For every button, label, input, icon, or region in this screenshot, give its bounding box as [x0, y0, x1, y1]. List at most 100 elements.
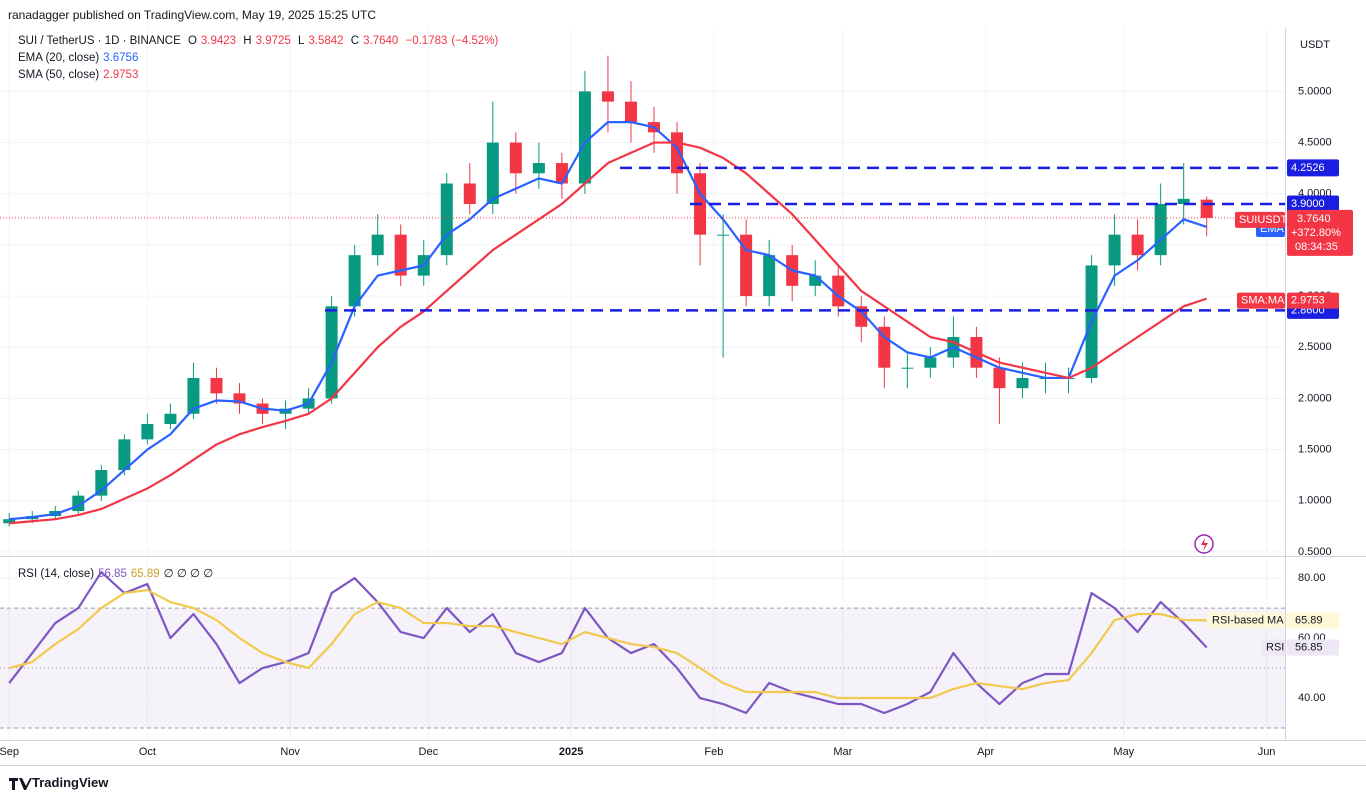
change: −0.1783	[405, 35, 448, 47]
candle-body	[578, 91, 591, 184]
candle-body	[210, 377, 223, 394]
candle-body	[486, 142, 499, 204]
candle-body	[141, 424, 154, 440]
c-value: 3.7640	[363, 35, 399, 47]
candle-body	[717, 234, 730, 236]
rsi-name-bg	[1262, 639, 1285, 656]
flash-icon-bolt	[1201, 538, 1208, 551]
rsi-ma-value: 65.89	[1295, 614, 1323, 626]
candle-body	[1131, 234, 1144, 256]
rsi-extra: ∅ ∅ ∅ ∅	[163, 568, 214, 580]
candle-body	[348, 255, 361, 307]
rsi-ma-value: 65.89	[130, 568, 160, 580]
x-tick-label: Nov	[280, 746, 300, 758]
candle-body	[509, 142, 522, 174]
candle-body	[118, 439, 131, 471]
l-label: L	[298, 35, 305, 47]
l-value: 3.5842	[308, 35, 344, 47]
candle-body	[1154, 203, 1167, 256]
y-tick-label: 4.5000	[1298, 136, 1332, 148]
candle-body	[763, 255, 776, 297]
candle-body	[993, 367, 1006, 389]
series-line	[9, 141, 1208, 525]
x-tick-label: May	[1113, 746, 1134, 758]
rsi-value-tag: 56.85	[1295, 641, 1323, 653]
candle-body	[394, 234, 407, 276]
x-tick-label: Mar	[833, 746, 852, 758]
candle-body	[164, 413, 177, 425]
candle-body	[1177, 198, 1190, 204]
ema-name: EMA (20, close)	[18, 52, 100, 64]
candle-body	[924, 357, 937, 368]
sma-value-tag: 2.9753	[1291, 295, 1325, 307]
publisher: ranadagger published on TradingView.com,…	[8, 8, 377, 22]
candle-body	[463, 183, 476, 204]
sma-name-tag: SMA:MA	[1241, 295, 1285, 307]
candle-body	[1200, 199, 1213, 218]
rsi-title: RSI (14, close)	[18, 568, 95, 580]
price-tag-bg	[1287, 209, 1353, 256]
candle-body	[555, 163, 568, 184]
candle-body	[233, 393, 246, 404]
y-tick-label: 2.5000	[1298, 341, 1332, 353]
series-line	[9, 121, 1208, 521]
x-tick-label: Sep	[0, 746, 19, 758]
candle-body	[440, 183, 453, 256]
c-label: C	[350, 35, 360, 47]
level-tag-bg	[1287, 159, 1339, 177]
y-tick-label: 80.00	[1298, 572, 1326, 584]
y-tick-label: 0.5000	[1298, 546, 1332, 558]
symbol-title: SUI / TetherUS · 1D · BINANCE	[18, 35, 181, 47]
candle-body	[901, 367, 914, 369]
candle-body	[1108, 234, 1121, 266]
candle-body	[601, 91, 614, 102]
x-tick-label: Oct	[139, 746, 156, 758]
flash-icon-ring	[1194, 534, 1214, 554]
candle-body	[325, 306, 338, 399]
y-tick-label: 40.00	[1298, 692, 1326, 704]
rsi-legend: RSI (14, close) 56.85 65.89 ∅ ∅ ∅ ∅	[18, 566, 217, 580]
rsi-ma-name: RSI-based MA	[1212, 614, 1284, 626]
ema-value: 3.6756	[103, 52, 139, 64]
sma-value: 2.9753	[103, 69, 139, 81]
candle-body	[1016, 377, 1029, 389]
currency-label: USDT	[1300, 39, 1330, 51]
candle-body	[187, 377, 200, 414]
candle-body	[532, 163, 545, 174]
x-tick-label: Jun	[1258, 746, 1276, 758]
rsi-ma-value-bg	[1287, 612, 1339, 629]
y-tick-label: 2.0000	[1298, 392, 1332, 404]
candle-body	[809, 275, 822, 286]
brand: TradingView	[32, 775, 109, 790]
price-tag-countdown: 08:34:35	[1295, 241, 1338, 253]
price-tag-value: 3.7640	[1297, 213, 1331, 225]
flash-icon	[1194, 534, 1214, 554]
candle-body	[371, 234, 384, 256]
change-pct: (−4.52%)	[451, 35, 499, 47]
rsi-value: 56.85	[98, 568, 127, 580]
y-tick-label: 1.0000	[1298, 495, 1332, 507]
y-tick-label: 1.5000	[1298, 443, 1332, 455]
series-line	[8, 588, 1207, 700]
x-tick-label: Dec	[419, 746, 439, 758]
level-tag-bg	[1287, 195, 1339, 213]
candle-body	[878, 326, 891, 368]
rsi-value-bg	[1287, 639, 1339, 656]
candle-body	[3, 519, 16, 524]
h-label: H	[243, 35, 252, 47]
sma-value-tag-bg	[1287, 292, 1339, 309]
o-value: 3.9423	[200, 35, 237, 47]
level-tag: 3.9000	[1291, 198, 1325, 210]
x-tick-label: 2025	[559, 746, 583, 758]
rsi-name: RSI	[1266, 641, 1284, 653]
o-label: O	[187, 35, 197, 47]
x-tick-label: Apr	[977, 746, 994, 758]
x-tick-label: Feb	[704, 746, 723, 758]
h-value: 3.9725	[255, 35, 291, 47]
level-tag: 4.2526	[1291, 162, 1325, 174]
symbol-tag: SUIUSDT	[1239, 214, 1288, 226]
symbol-tag-bg	[1235, 211, 1285, 228]
y-tick-label: 5.0000	[1298, 85, 1332, 97]
